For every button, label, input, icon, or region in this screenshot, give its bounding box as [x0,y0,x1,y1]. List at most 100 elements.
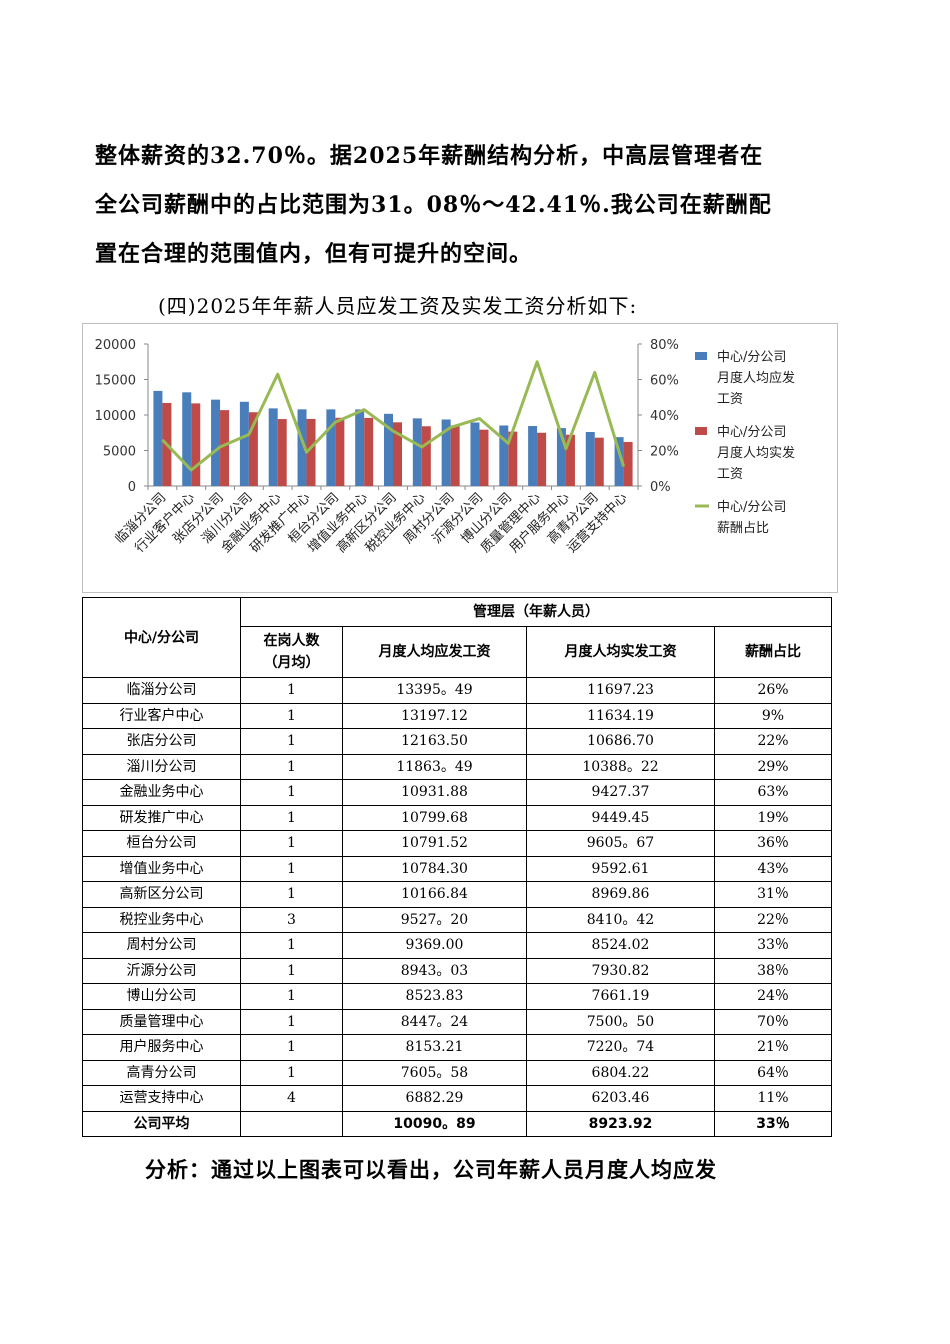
table-cell: 13395。49 [342,677,527,704]
table-row: 桓台分公司 1 10791.52 9605。67 36％ [82,830,832,857]
y-tick-label-right: 60% [650,374,679,389]
table-cell: 70％ [714,1008,832,1035]
y-tick-label-left: 0 [128,480,136,495]
table-cell: 1 [240,677,343,704]
y-tick-label-right: 0% [650,480,671,495]
table-cell: 8153.21 [342,1034,527,1061]
table-cell: 11697.23 [526,677,715,704]
table-cell: 9527。20 [342,906,527,933]
table-row: 高青分公司 1 7605。58 6804.22 64％ [82,1059,832,1086]
bar-gross-pay [355,409,365,486]
bar-net-pay [277,419,287,486]
legend-swatch [695,427,707,435]
table-cell: 26% [714,677,832,704]
salary-chart: 0 5000 10000 15000 20000 0% 20% 40% 60% 80% 临淄分公司行… [82,323,838,593]
table-cell: 12163.50 [342,728,527,755]
table-row: 沂源分公司 1 8943。03 7930.82 38％ [82,957,832,984]
table-cell: 7500。50 [526,1008,715,1035]
table-cell: 38％ [714,957,832,984]
y-tick-label-left: 15000 [95,374,136,389]
table-row: 临淄分公司 1 13395。49 11697.23 26% [82,677,832,704]
bar-gross-pay [585,432,595,486]
legend-label: 中心/分公司 [717,425,786,440]
table-row: 质量管理中心 1 8447。24 7500。50 70％ [82,1008,832,1035]
table-cell: 64％ [714,1059,832,1086]
table-cell: 29% [714,753,832,780]
salary-table: 中心/分公司 管理层（年薪人员） 在岗人数（月均） 月度人均应发工资 月度人均实发工… [82,597,832,1137]
bar-gross-pay [470,422,480,486]
bar-net-pay [421,426,431,486]
table-row: 金融业务中心 1 10931.88 9427.37 63% [82,779,832,806]
table-cell: 1 [240,881,343,908]
table-cell: 1 [240,932,343,959]
table-cell: 8524.02 [526,932,715,959]
bar-gross-pay [153,390,163,486]
legend-label: 中心/分公司 [717,500,786,515]
table-cell: 淄川分公司 [82,753,241,780]
table-cell: 7220。74 [526,1034,715,1061]
bar-net-pay [479,429,489,486]
total-cell: 公司平均 [82,1110,241,1137]
bar-gross-pay [528,426,538,486]
table-row: 周村分公司 1 9369.00 8524.02 33％ [82,932,832,959]
bar-gross-pay [556,428,566,486]
bar-net-pay [537,432,547,486]
y-tick-label-left: 20000 [95,338,136,353]
table-row: 税控业务中心 3 9527。20 8410。42 22％ [82,906,832,933]
table-cell: 9427.37 [526,779,715,806]
table-cell: 张店分公司 [82,728,241,755]
table-cell: 周村分公司 [82,932,241,959]
table-cell: 22％ [714,906,832,933]
bar-net-pay [508,431,518,486]
table-cell: 9605。67 [526,830,715,857]
table-cell: 22% [714,728,832,755]
table-row: 高新区分公司 1 10166.84 8969.86 31％ [82,881,832,908]
table-cell: 沂源分公司 [82,957,241,984]
table-cell: 21％ [714,1034,832,1061]
table-cell: 1 [240,1034,343,1061]
table-cell: 8523.83 [342,983,527,1010]
table-cell: 6804.22 [526,1059,715,1086]
table-cell: 博山分公司 [82,983,241,1010]
table-cell: 高新区分公司 [82,881,241,908]
table-cell: 10931.88 [342,779,527,806]
total-cell: 33％ [714,1110,832,1137]
table-cell: 7930.82 [526,957,715,984]
table-row: 张店分公司 1 12163.50 10686.70 22% [82,728,832,755]
table-cell: 9592.61 [526,855,715,882]
table-cell: 1 [240,830,343,857]
bar-gross-pay [211,399,221,486]
table-cell: 10784.30 [342,855,527,882]
table-cell: 1 [240,983,343,1010]
table-cell: 1 [240,753,343,780]
table-cell: 10686.70 [526,728,715,755]
table-cell: 1 [240,957,343,984]
bar-net-pay [594,437,604,486]
bar-gross-pay [239,401,249,486]
sub-header: 月度人均实发工资 [526,626,715,678]
bar-net-pay [220,410,230,486]
table-cell: 增值业务中心 [82,855,241,882]
table-cell: 8943。03 [342,957,527,984]
bar-net-pay [364,417,374,486]
bar-gross-pay [499,425,509,486]
table-row: 博山分公司 1 8523.83 7661.19 24％ [82,983,832,1010]
legend-swatch [695,352,707,360]
table-cell: 10791.52 [342,830,527,857]
bar-gross-pay [441,419,451,486]
table-cell: 10388。22 [526,753,715,780]
total-cell: 10090。89 [342,1110,527,1137]
table-cell: 金融业务中心 [82,779,241,806]
legend-label: 工资 [717,392,743,407]
y-tick-label-right: 20% [650,445,679,460]
header-unit: 中心/分公司 [82,597,241,678]
table-cell: 运营支持中心 [82,1085,241,1112]
total-cell: 8923.92 [526,1110,715,1137]
table-row: 用户服务中心 1 8153.21 7220。74 21％ [82,1034,832,1061]
table-cell: 6203.46 [526,1085,715,1112]
table-cell: 9369.00 [342,932,527,959]
legend-label: 月度人均实发 [717,445,795,461]
table-cell: 11634.19 [526,702,715,729]
bar-gross-pay [384,413,393,486]
table-cell: 高青分公司 [82,1059,241,1086]
